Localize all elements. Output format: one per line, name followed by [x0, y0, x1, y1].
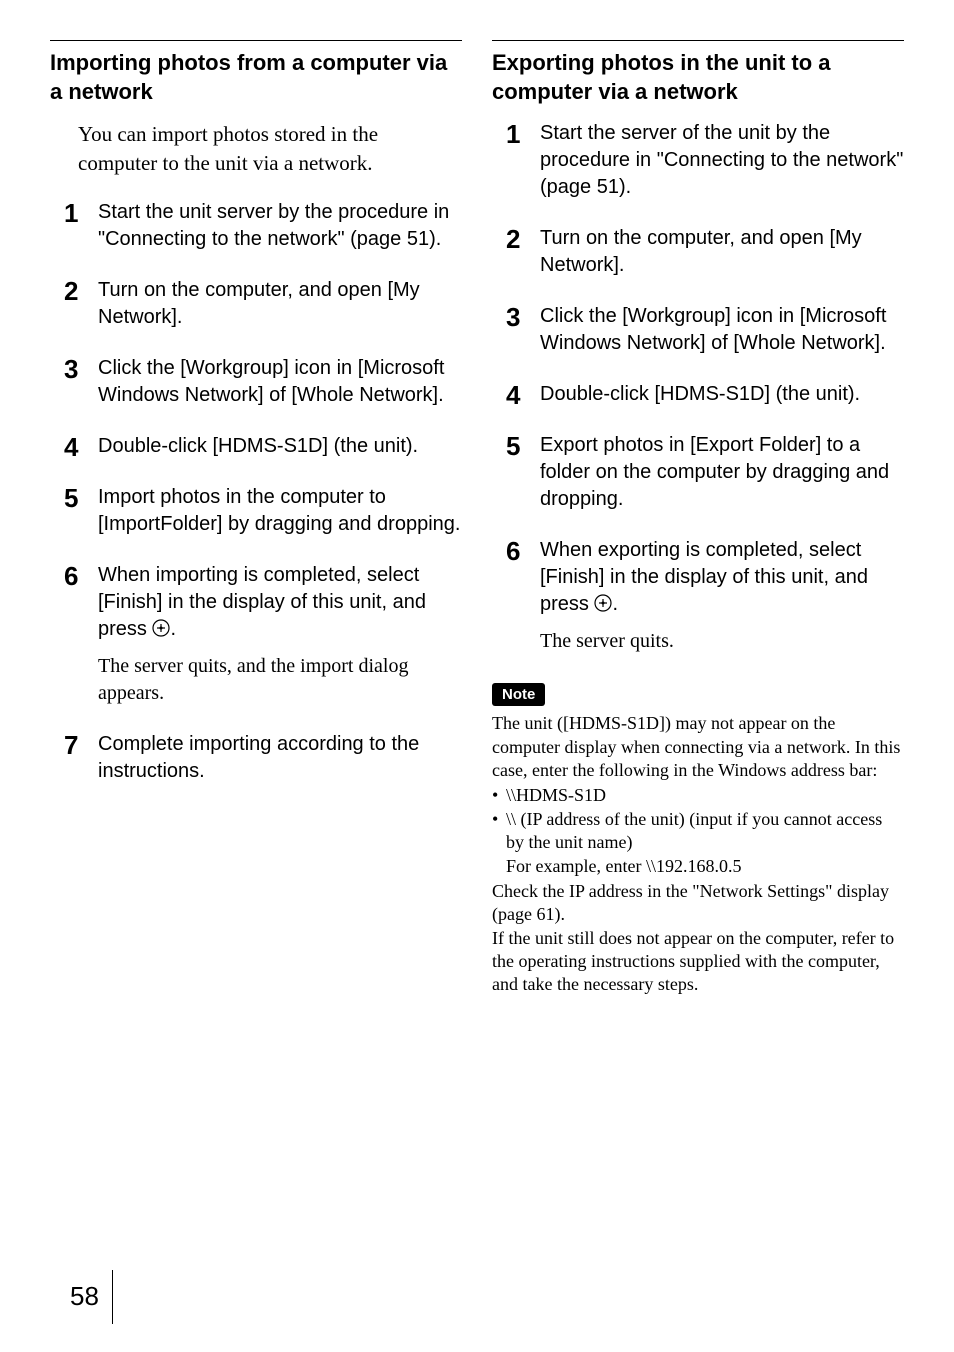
step-number: 3: [506, 303, 540, 330]
step-item: 1Start the unit server by the procedure …: [64, 199, 462, 253]
note-p2: Check the IP address in the "Network Set…: [492, 881, 889, 924]
step-number: 6: [506, 537, 540, 564]
step-body: Double-click [HDMS-S1D] (the unit).: [540, 381, 904, 408]
step-text: Click the [Workgroup] icon in [Microsoft…: [540, 303, 904, 357]
step-number: 4: [506, 381, 540, 408]
right-steps: 1Start the server of the unit by the pro…: [506, 120, 904, 655]
step-text: Import photos in the computer to [Import…: [98, 484, 462, 538]
step-body: Import photos in the computer to [Import…: [98, 484, 462, 538]
step-number: 3: [64, 355, 98, 382]
step-item: 2Turn on the computer, and open [My Netw…: [506, 225, 904, 279]
step-item: 6When exporting is completed, select [Fi…: [506, 537, 904, 655]
step-text: Export photos in [Export Folder] to a fo…: [540, 432, 904, 513]
step-text: Start the server of the unit by the proc…: [540, 120, 904, 201]
two-column-layout: Importing photos from a computer via a n…: [50, 40, 904, 997]
step-number: 2: [506, 225, 540, 252]
note-bullet-sub: For example, enter \\192.168.0.5: [506, 855, 904, 878]
heading-rule: [50, 40, 462, 41]
step-item: 3Click the [Workgroup] icon in [Microsof…: [64, 355, 462, 409]
note-bullet-text: \\ (IP address of the unit) (input if yo…: [506, 809, 882, 852]
left-steps: 1Start the unit server by the procedure …: [64, 199, 462, 785]
note-bullet: \\HDMS-S1D: [492, 784, 904, 807]
note-block: Note The unit ([HDMS-S1D]) may not appea…: [492, 679, 904, 997]
step-body: Double-click [HDMS-S1D] (the unit).: [98, 433, 462, 460]
step-number: 1: [506, 120, 540, 147]
step-number: 5: [506, 432, 540, 459]
step-body: When importing is completed, select [Fin…: [98, 562, 462, 707]
step-substep: The server quits.: [540, 628, 904, 655]
step-item: 7Complete importing according to the ins…: [64, 731, 462, 785]
step-number: 1: [64, 199, 98, 226]
right-heading: Exporting photos in the unit to a comput…: [492, 49, 904, 106]
step-body: Click the [Workgroup] icon in [Microsoft…: [98, 355, 462, 409]
step-text: Double-click [HDMS-S1D] (the unit).: [540, 381, 904, 408]
step-body: Click the [Workgroup] icon in [Microsoft…: [540, 303, 904, 357]
note-p3: If the unit still does not appear on the…: [492, 928, 894, 995]
step-text: When exporting is completed, select [Fin…: [540, 537, 904, 618]
step-text: Turn on the computer, and open [My Netwo…: [98, 277, 462, 331]
step-body: Start the server of the unit by the proc…: [540, 120, 904, 201]
step-number: 6: [64, 562, 98, 589]
step-text: Double-click [HDMS-S1D] (the unit).: [98, 433, 462, 460]
note-body: The unit ([HDMS-S1D]) may not appear on …: [492, 712, 904, 997]
step-item: 1Start the server of the unit by the pro…: [506, 120, 904, 201]
step-text: Complete importing according to the inst…: [98, 731, 462, 785]
note-p1: The unit ([HDMS-S1D]) may not appear on …: [492, 713, 900, 780]
step-text: Click the [Workgroup] icon in [Microsoft…: [98, 355, 462, 409]
step-body: When exporting is completed, select [Fin…: [540, 537, 904, 655]
note-label: Note: [492, 683, 545, 706]
step-number: 2: [64, 277, 98, 304]
step-item: 5Export photos in [Export Folder] to a f…: [506, 432, 904, 513]
step-body: Complete importing according to the inst…: [98, 731, 462, 785]
step-number: 4: [64, 433, 98, 460]
step-number: 5: [64, 484, 98, 511]
step-body: Start the unit server by the procedure i…: [98, 199, 462, 253]
heading-rule: [492, 40, 904, 41]
step-text: Start the unit server by the procedure i…: [98, 199, 462, 253]
left-heading: Importing photos from a computer via a n…: [50, 49, 462, 106]
note-bullets: \\HDMS-S1D \\ (IP address of the unit) (…: [492, 784, 904, 878]
step-body: Export photos in [Export Folder] to a fo…: [540, 432, 904, 513]
step-substep: The server quits, and the import dialog …: [98, 653, 462, 707]
right-column: Exporting photos in the unit to a comput…: [492, 40, 904, 997]
step-body: Turn on the computer, and open [My Netwo…: [540, 225, 904, 279]
step-item: 3Click the [Workgroup] icon in [Microsof…: [506, 303, 904, 357]
step-body: Turn on the computer, and open [My Netwo…: [98, 277, 462, 331]
step-item: 2Turn on the computer, and open [My Netw…: [64, 277, 462, 331]
page-number-divider: [112, 1270, 113, 1324]
step-item: 4Double-click [HDMS-S1D] (the unit).: [64, 433, 462, 460]
step-text: Turn on the computer, and open [My Netwo…: [540, 225, 904, 279]
note-bullet: \\ (IP address of the unit) (input if yo…: [492, 808, 904, 878]
left-intro: You can import photos stored in the comp…: [78, 120, 462, 177]
step-item: 5Import photos in the computer to [Impor…: [64, 484, 462, 538]
step-number: 7: [64, 731, 98, 758]
note-bullet-text: \\HDMS-S1D: [506, 785, 606, 805]
left-column: Importing photos from a computer via a n…: [50, 40, 462, 997]
step-item: 4Double-click [HDMS-S1D] (the unit).: [506, 381, 904, 408]
step-item: 6When importing is completed, select [Fi…: [64, 562, 462, 707]
step-text: When importing is completed, select [Fin…: [98, 562, 462, 643]
page-number: 58: [70, 1281, 99, 1312]
